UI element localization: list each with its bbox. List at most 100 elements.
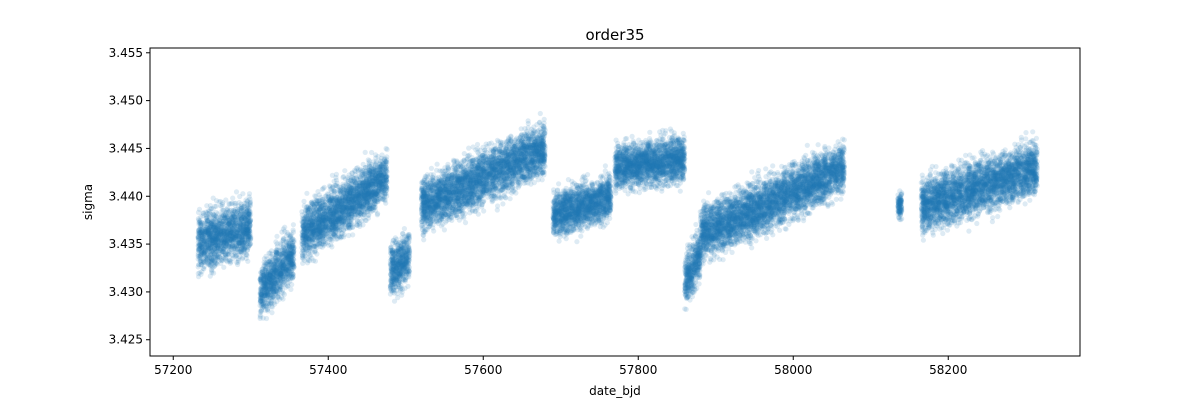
data-point [230, 214, 237, 220]
data-point [237, 208, 244, 214]
data-point [316, 236, 322, 242]
data-point [230, 195, 236, 201]
data-point [218, 220, 224, 226]
data-point [358, 211, 364, 217]
data-point [210, 195, 216, 201]
data-point [222, 211, 228, 217]
data-point [321, 208, 327, 214]
data-point [205, 228, 212, 234]
data-point [280, 236, 286, 242]
data-point [290, 227, 296, 233]
data-point [336, 215, 342, 221]
data-point [196, 227, 202, 233]
data-point [236, 230, 242, 236]
data-point [237, 220, 243, 226]
data-point [300, 260, 306, 266]
data-point [347, 195, 353, 201]
data-point [244, 239, 250, 245]
data-point [216, 238, 222, 244]
data-point [222, 232, 228, 238]
data-point [284, 229, 290, 235]
data-point [246, 214, 252, 220]
data-point [320, 214, 326, 220]
data-point [209, 268, 215, 274]
data-point [362, 164, 368, 171]
data-point [227, 236, 234, 242]
data-point [240, 237, 246, 243]
data-point [238, 216, 244, 222]
data-point [232, 214, 238, 221]
data-point [207, 245, 213, 251]
data-point [231, 234, 238, 240]
data-point [209, 258, 215, 264]
data-point [304, 190, 310, 196]
data-point [225, 235, 231, 241]
data-point [259, 268, 265, 274]
data-point [224, 229, 230, 235]
data-point [383, 200, 389, 206]
data-point [267, 250, 273, 256]
data-point [197, 230, 203, 236]
data-point [273, 239, 279, 245]
data-point [214, 231, 220, 237]
data-point [315, 219, 322, 225]
data-point [362, 191, 368, 197]
data-point [384, 146, 390, 153]
data-point [230, 214, 236, 220]
data-point [263, 253, 269, 259]
data-point [313, 193, 319, 199]
data-point [218, 231, 225, 237]
data-point [339, 210, 345, 216]
data-point [341, 232, 347, 238]
data-point [198, 244, 204, 250]
data-point [310, 258, 316, 264]
data-point [213, 250, 219, 256]
data-point [373, 170, 379, 176]
data-point [204, 203, 210, 209]
data-point [272, 287, 278, 293]
data-point [204, 221, 210, 227]
data-point [228, 244, 234, 250]
data-point [208, 233, 214, 239]
data-point [290, 272, 296, 278]
data-point [204, 217, 210, 223]
data-point [362, 179, 368, 185]
data-point [198, 214, 204, 220]
data-point [238, 225, 244, 231]
data-point [224, 206, 230, 213]
data-point [246, 211, 252, 217]
data-point [364, 199, 370, 205]
data-point [240, 245, 246, 251]
data-point [204, 245, 210, 251]
data-point [375, 199, 381, 205]
data-point [367, 180, 373, 186]
data-point [238, 211, 244, 217]
data-point [221, 218, 227, 224]
data-point [247, 218, 253, 224]
data-point [289, 282, 295, 288]
data-point [230, 221, 236, 227]
data-point [244, 228, 250, 234]
data-point [221, 228, 227, 234]
data-point [235, 257, 241, 263]
data-point [342, 168, 348, 174]
data-point [267, 292, 273, 298]
data-point [362, 217, 368, 223]
data-point [235, 230, 241, 236]
data-point [321, 198, 327, 204]
data-point [275, 294, 281, 300]
data-point [371, 196, 377, 202]
data-point [227, 208, 233, 214]
data-point [212, 203, 218, 209]
data-point [201, 231, 207, 237]
data-point [215, 220, 221, 226]
data-point [219, 203, 225, 209]
data-point [221, 264, 227, 270]
data-point [196, 242, 202, 248]
data-point [339, 222, 345, 229]
data-point [229, 230, 235, 236]
data-point [223, 197, 229, 203]
data-point [282, 224, 288, 230]
data-point [345, 204, 351, 210]
data-point [240, 191, 246, 197]
